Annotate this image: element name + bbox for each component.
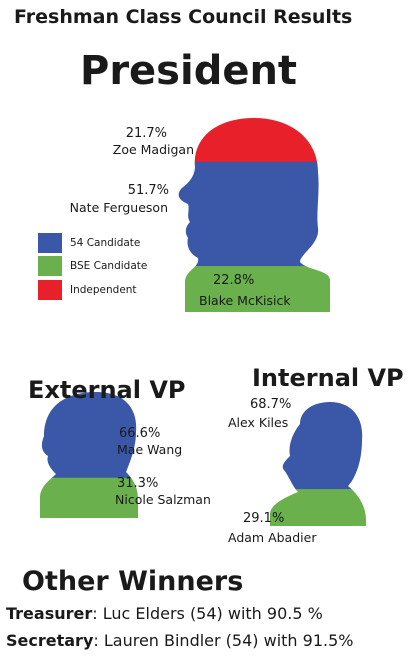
legend-item: BSE Candidate xyxy=(38,256,147,276)
slice-mae-wang xyxy=(40,392,138,479)
label-adam-pct: 29.1% xyxy=(243,511,285,526)
label-nicole-pct: 31.3% xyxy=(117,476,159,491)
legend-swatch-54 xyxy=(38,233,62,253)
secretary-role: Secretary xyxy=(6,631,94,650)
legend-label: Independent xyxy=(70,284,137,296)
legend-item: 54 Candidate xyxy=(38,233,140,253)
label-nicole-name: Nicole Salzman xyxy=(115,492,211,507)
external-vp-title: External VP xyxy=(28,376,186,404)
label-alex-name: Alex Kiles xyxy=(228,415,289,430)
treasurer-line: Treasurer: Luc Elders (54) with 90.5 % xyxy=(6,604,323,623)
label-mae-name: Mae Wang xyxy=(117,442,183,457)
legend-item: Independent xyxy=(38,280,137,300)
label-zoe-name: Zoe Madigan xyxy=(112,142,194,157)
legend-swatch-independent xyxy=(38,280,62,300)
legend-swatch-bse xyxy=(38,256,62,276)
secretary-line: Secretary: Lauren Bindler (54) with 91.5… xyxy=(6,631,353,650)
legend-label: 54 Candidate xyxy=(70,237,141,249)
label-zoe-pct: 21.7% xyxy=(125,126,167,141)
label-nate-pct: 51.7% xyxy=(127,183,169,198)
label-adam-name: Adam Abadier xyxy=(228,530,317,545)
label-alex-pct: 68.7% xyxy=(250,397,292,412)
label-nate-name: Nate Fergueson xyxy=(69,200,168,215)
legend-label: BSE Candidate xyxy=(70,260,148,272)
slice-nicole-salzman xyxy=(40,477,138,518)
secretary-result: : Lauren Bindler (54) with 91.5% xyxy=(93,631,354,650)
internal-vp-title: Internal VP xyxy=(252,364,404,392)
label-mae-pct: 66.6% xyxy=(119,426,161,441)
label-blake-pct: 22.8% xyxy=(213,273,255,288)
label-blake-name: Blake McKisick xyxy=(199,293,291,308)
treasurer-role: Treasurer xyxy=(6,604,93,623)
slice-blake-mckisick xyxy=(178,266,330,312)
other-winners-title: Other Winners xyxy=(22,566,244,597)
slice-nate-ferguson xyxy=(178,161,330,267)
page-title: Freshman Class Council Results xyxy=(14,6,353,28)
president-title: President xyxy=(80,48,298,94)
slice-zoe-madigan xyxy=(178,118,330,163)
treasurer-result: : Luc Elders (54) with 90.5 % xyxy=(92,604,323,623)
